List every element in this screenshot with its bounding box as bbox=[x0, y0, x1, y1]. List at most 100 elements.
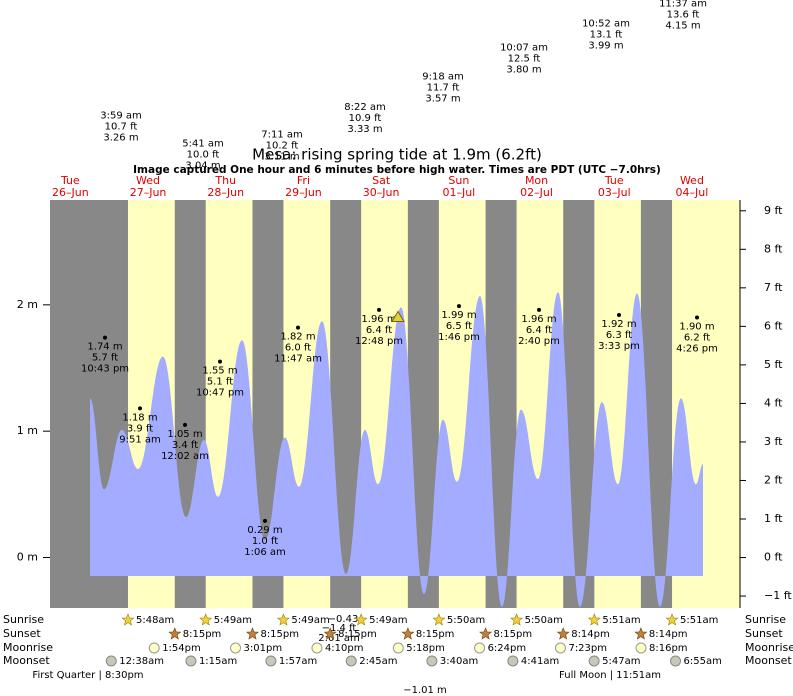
moonrise-icon bbox=[635, 642, 647, 654]
sun-icon bbox=[510, 613, 524, 626]
day-name: Sun bbox=[448, 174, 469, 187]
moonset-time: 12:38am bbox=[119, 656, 164, 667]
high-ft: 12.5 ft bbox=[508, 53, 541, 64]
day-name: Mon bbox=[525, 174, 548, 187]
sun-icon bbox=[246, 627, 259, 640]
high-time: 10:52 am bbox=[582, 18, 630, 29]
moonset-icon bbox=[507, 655, 519, 667]
day-date: 04–Jul bbox=[676, 186, 709, 199]
row-label: Sunset bbox=[3, 627, 41, 640]
row-label: Moonset bbox=[3, 654, 50, 667]
y2-tick-label: 7 ft bbox=[764, 281, 783, 294]
point-m: 0.29 m bbox=[247, 525, 282, 536]
point-time: 10:43 pm bbox=[81, 364, 129, 375]
sunrise-time: 5:49am bbox=[369, 615, 407, 626]
tide-area bbox=[90, 292, 704, 607]
sunset-time: 8:15pm bbox=[416, 629, 455, 640]
high-time: 9:18 am bbox=[422, 72, 464, 83]
point-time: 12:48 pm bbox=[355, 336, 403, 347]
sun-icon bbox=[432, 613, 446, 626]
moonset-time: 2:45am bbox=[359, 656, 397, 667]
y2-tick-label: 8 ft bbox=[764, 242, 783, 255]
point-time: 2:40 pm bbox=[518, 336, 560, 347]
tide-point bbox=[457, 304, 461, 309]
moonrise-time: 4:10pm bbox=[325, 643, 364, 654]
y2-tick-label: 0 ft bbox=[764, 551, 783, 564]
tide-point bbox=[103, 335, 107, 340]
point-m: 1.99 m bbox=[441, 310, 476, 321]
day-name: Tue bbox=[604, 174, 624, 187]
sun-icon bbox=[276, 613, 290, 626]
sunset-time: 8:15pm bbox=[338, 629, 377, 640]
point-m: 1.96 m bbox=[521, 314, 556, 325]
moonrise-icon bbox=[474, 642, 486, 654]
point-ft: 1.0 ft bbox=[252, 536, 278, 547]
moon-phase: First Quarter | 8:30pm bbox=[32, 670, 143, 681]
day-date: 27–Jun bbox=[130, 186, 167, 199]
moonset-icon bbox=[265, 655, 277, 667]
point-ft: 6.0 ft bbox=[285, 343, 311, 354]
point-m: 1.90 m bbox=[679, 321, 714, 332]
tide-point bbox=[296, 325, 300, 330]
high-time: 11:37 am bbox=[659, 0, 707, 9]
point-ft: 5.1 ft bbox=[207, 377, 233, 388]
point-ft: 6.3 ft bbox=[606, 330, 632, 341]
sunrise-time: 5:50am bbox=[525, 615, 563, 626]
point-time: 1:06 am bbox=[244, 547, 286, 558]
day-date: 02–Jul bbox=[520, 186, 553, 199]
y2-tick-label: 5 ft bbox=[764, 358, 783, 371]
moonrise-time: 6:24pm bbox=[488, 643, 527, 654]
moonrise-icon bbox=[554, 642, 566, 654]
high-time: 3:59 am bbox=[100, 111, 142, 122]
point-time: 10:47 pm bbox=[196, 388, 244, 399]
point-m: 1.18 m bbox=[122, 412, 157, 423]
tide-point bbox=[537, 307, 541, 312]
row-label: Sunrise bbox=[745, 613, 786, 626]
moon-phase: Full Moon | 11:51am bbox=[559, 670, 661, 681]
row-label: Sunrise bbox=[3, 613, 44, 626]
y-tick-label: 0 m bbox=[17, 550, 38, 563]
moonset-icon bbox=[426, 655, 438, 667]
high-ft: 10.0 ft bbox=[187, 149, 220, 160]
sunrise-time: 5:50am bbox=[447, 615, 485, 626]
high-ft: 10.2 ft bbox=[266, 141, 299, 152]
day-name: Thu bbox=[214, 174, 236, 187]
high-m: 3.99 m bbox=[588, 40, 623, 51]
moonset-icon bbox=[345, 655, 357, 667]
point-time: 9:51 am bbox=[119, 434, 161, 445]
tide-point bbox=[377, 307, 381, 312]
sunrise-time: 5:51am bbox=[680, 615, 718, 626]
sunset-time: 8:14pm bbox=[571, 629, 610, 640]
point-ft: 6.5 ft bbox=[446, 321, 472, 332]
point-time: 4:26 pm bbox=[676, 343, 718, 354]
sun-icon bbox=[323, 627, 337, 640]
moonset-icon bbox=[669, 655, 681, 667]
point-time: 3:33 pm bbox=[598, 341, 640, 352]
stray-label: 2:01 am bbox=[318, 633, 360, 644]
row-label: Moonrise bbox=[3, 641, 53, 654]
high-ft: 13.1 ft bbox=[590, 29, 623, 40]
sunrise-time: 5:49am bbox=[214, 615, 252, 626]
now-marker bbox=[391, 310, 405, 322]
moonrise-time: 7:23pm bbox=[568, 643, 607, 654]
high-time: 10:07 am bbox=[500, 42, 548, 53]
tide-point bbox=[183, 422, 187, 427]
stray-label: −1.01 m bbox=[403, 685, 447, 696]
sunset-time: 8:15pm bbox=[494, 629, 533, 640]
y2-tick-label: −1 ft bbox=[764, 589, 792, 602]
day-name: Tue bbox=[60, 174, 80, 187]
high-m: 4.15 m bbox=[665, 20, 700, 31]
point-m: 1.92 m bbox=[601, 319, 636, 330]
moonset-time: 1:15am bbox=[199, 656, 237, 667]
tide-point bbox=[138, 406, 142, 411]
moonset-icon bbox=[185, 655, 197, 667]
moonset-icon bbox=[588, 655, 600, 667]
day-name: Wed bbox=[136, 174, 160, 187]
high-m: 3.57 m bbox=[425, 94, 460, 105]
point-m: 1.74 m bbox=[87, 342, 122, 353]
point-time: 1:46 pm bbox=[438, 332, 480, 343]
moonrise-time: 8:16pm bbox=[649, 643, 688, 654]
point-ft: 6.4 ft bbox=[366, 325, 392, 336]
sunset-time: 8:14pm bbox=[649, 629, 688, 640]
